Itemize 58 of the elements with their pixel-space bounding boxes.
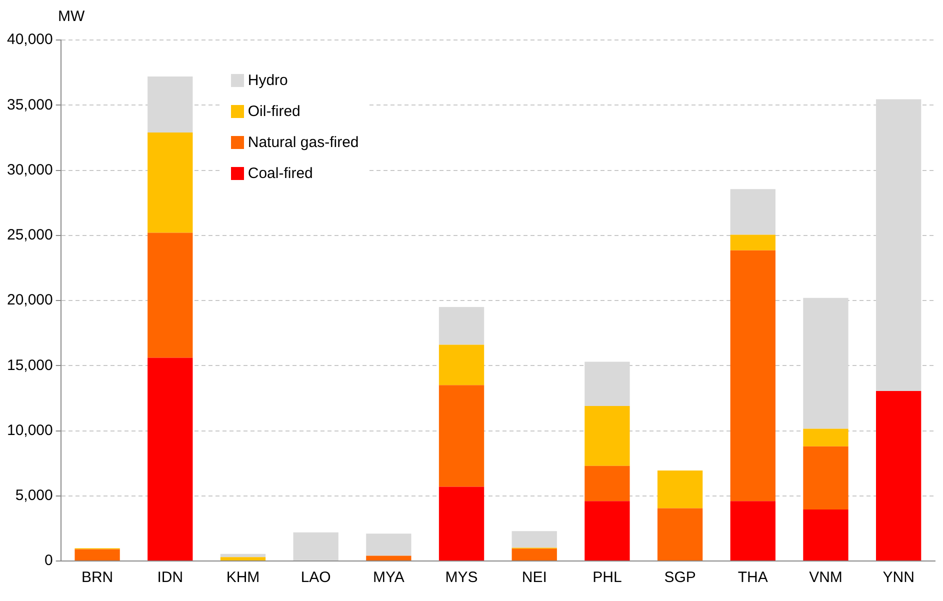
y-tick-label: 15,000 — [6, 356, 53, 374]
x-tick-label: VNM — [809, 569, 842, 586]
bar — [730, 501, 776, 560]
legend-label: Oil-fired — [248, 103, 300, 120]
legend-label: Hydro — [248, 72, 288, 89]
x-tick-label: YNN — [882, 569, 914, 586]
y-axis-title: MW — [58, 8, 85, 25]
y-tick-label: 20,000 — [6, 292, 53, 309]
legend-label: Coal-fired — [248, 165, 313, 182]
bar — [220, 557, 266, 560]
x-tick-label: PHL — [592, 569, 622, 586]
bar — [438, 385, 484, 487]
bar — [74, 549, 120, 560]
bar — [366, 556, 412, 560]
bar — [438, 307, 484, 345]
legend-label: Natural gas-fired — [248, 134, 359, 151]
bar — [148, 76, 193, 132]
x-tick-label: MYS — [445, 569, 478, 586]
bar — [803, 298, 848, 429]
bar — [584, 406, 630, 466]
bar — [657, 508, 703, 560]
bar — [438, 344, 484, 386]
x-tick-label: IDN — [157, 569, 184, 586]
y-tick-label: 35,000 — [6, 96, 53, 114]
bar — [803, 428, 848, 446]
y-tick-label: 25,000 — [6, 226, 53, 244]
x-tick-label: THA — [738, 569, 768, 586]
bar — [148, 358, 193, 560]
bar — [220, 554, 266, 558]
bar — [512, 548, 557, 560]
x-tick-label: KHM — [226, 569, 260, 586]
bar — [438, 486, 484, 560]
bar — [293, 532, 338, 560]
bar — [730, 250, 776, 502]
bar — [584, 501, 630, 560]
y-tick-label: 40,000 — [6, 31, 53, 48]
bar — [730, 234, 776, 250]
y-tick-label: 5,000 — [15, 487, 53, 504]
bar — [584, 362, 630, 406]
x-tick-label: BRN — [81, 569, 114, 586]
bar — [803, 446, 848, 510]
x-tick-label: NEI — [522, 569, 547, 586]
bar — [657, 470, 703, 508]
x-tick-label: LAO — [300, 569, 331, 586]
bar — [803, 510, 848, 560]
y-tick-label: 0 — [44, 552, 53, 570]
bar — [876, 99, 922, 392]
x-tick-label: MYA — [372, 569, 404, 586]
bar — [730, 189, 776, 235]
y-tick-label: 10,000 — [6, 422, 53, 439]
x-tick-label: SGP — [664, 569, 696, 586]
bar — [876, 391, 922, 560]
bar — [148, 232, 193, 358]
bar — [366, 534, 412, 556]
y-tick-label: 30,000 — [6, 161, 53, 178]
bar — [148, 132, 193, 233]
bar — [512, 531, 557, 548]
bar — [584, 466, 630, 502]
